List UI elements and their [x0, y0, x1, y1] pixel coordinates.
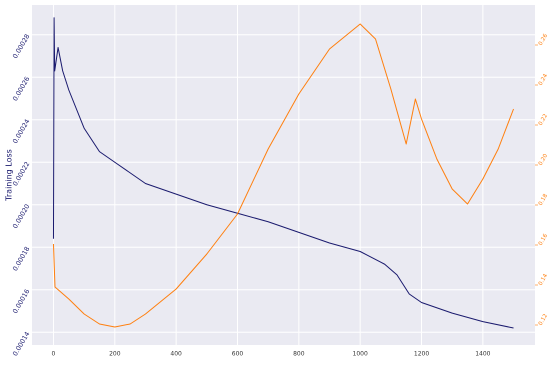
y2-tick-label: 0.24 — [538, 73, 550, 87]
y-tick-label: 0.00024 — [11, 118, 31, 145]
y-tick-label: 0.00014 — [11, 330, 31, 357]
series-line — [52, 17, 514, 329]
y-tick-label: 0.00020 — [11, 203, 31, 230]
y-tick-label: 0.00028 — [11, 33, 31, 60]
y2-tick-label: 0.20 — [538, 153, 550, 167]
y2-tick-label: 0.26 — [538, 33, 550, 47]
x-tick-label: 400 — [170, 351, 182, 358]
series-line — [52, 23, 514, 328]
y-tick-label: 0.00016 — [11, 288, 31, 315]
x-tick-label: 800 — [293, 351, 305, 358]
y-tick-label: 0.00018 — [11, 245, 31, 272]
x-tick-label: 1000 — [353, 351, 368, 358]
y2-tick-label: 0.22 — [538, 113, 549, 127]
x-tick-label: 1200 — [414, 351, 429, 358]
x-tick-label: 600 — [232, 351, 244, 358]
y2-tick-label: 0.16 — [538, 233, 550, 247]
plot-background — [32, 5, 535, 345]
x-tick-label: 0 — [52, 351, 56, 358]
y-axis-label: Training Loss — [5, 149, 14, 202]
x-tick-label: 1400 — [475, 351, 490, 358]
y2-tick-label: 0.18 — [538, 193, 550, 207]
x-tick-label: 200 — [109, 351, 121, 358]
y2-tick-label: 0.12 — [538, 313, 549, 327]
y-tick-label: 0.00022 — [11, 160, 31, 187]
y-tick-label: 0.00026 — [11, 75, 31, 102]
y2-tick-label: 0.14 — [538, 273, 550, 287]
